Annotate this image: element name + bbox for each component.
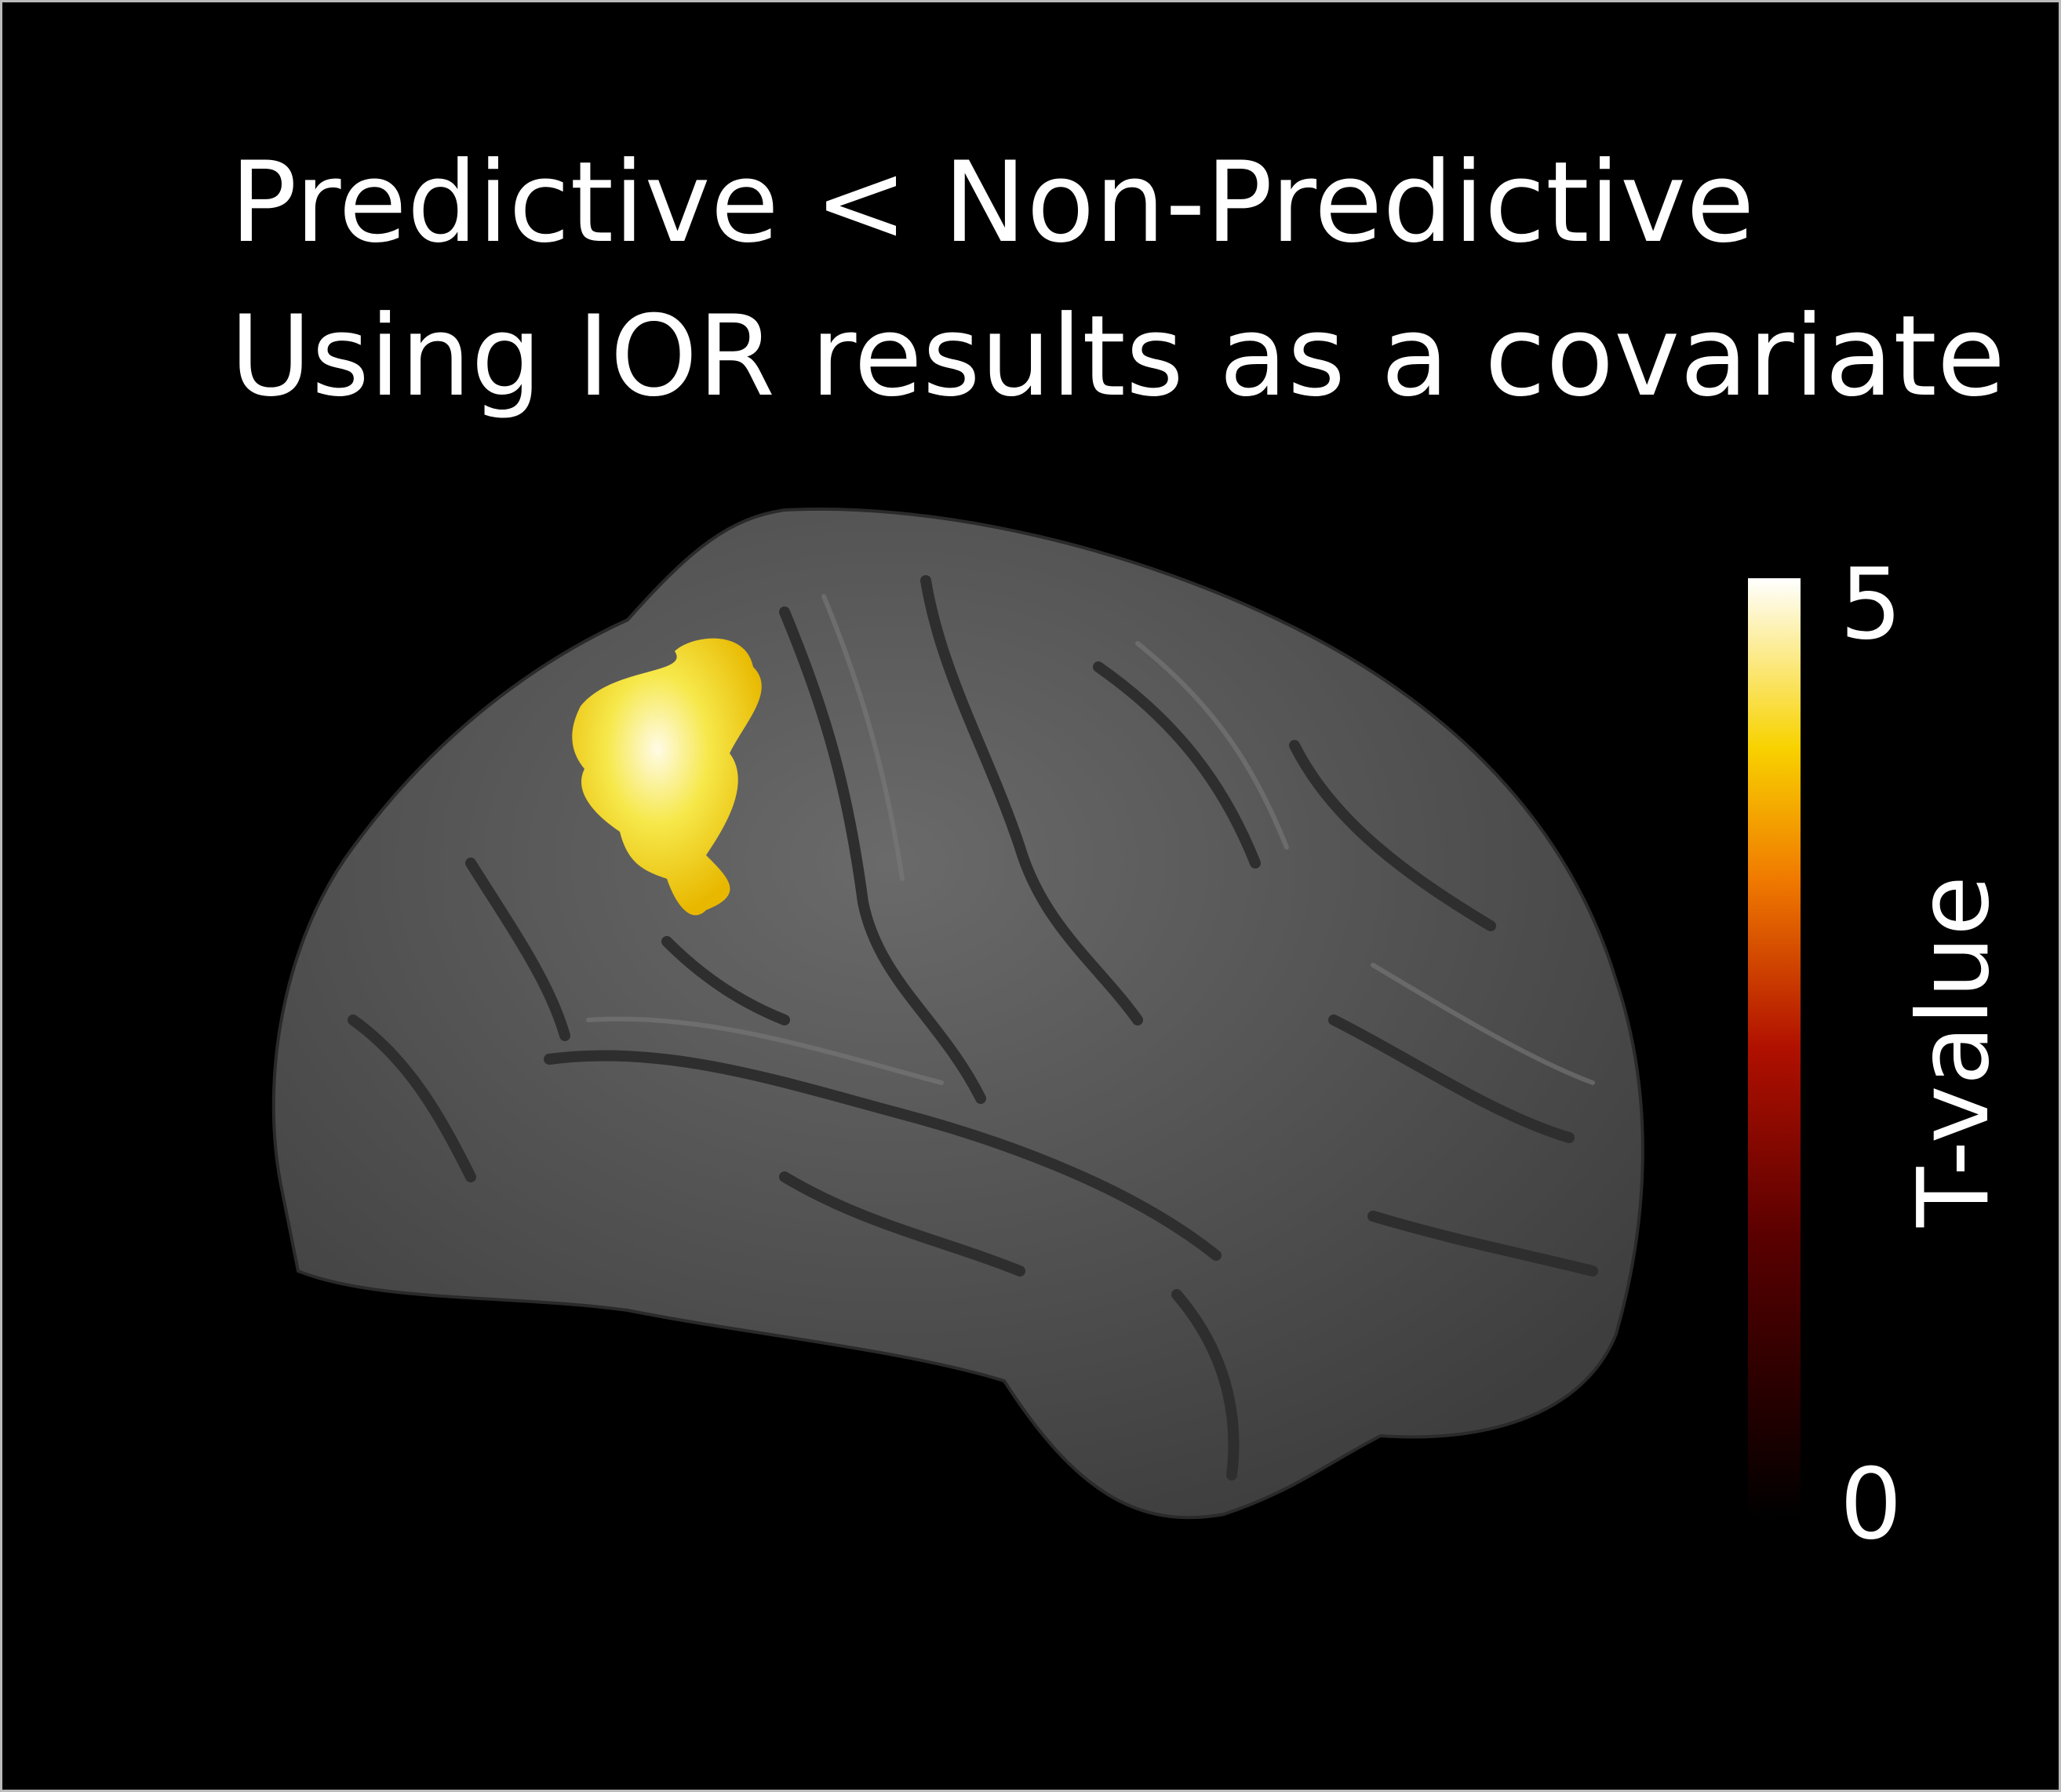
colorbar [1748, 578, 1801, 1518]
title-line-2: Using IOR results as a covariate [230, 292, 2005, 421]
colorbar-label: T-value [1897, 876, 2011, 1228]
brain [271, 507, 1644, 1520]
colorbar-tick-label: 5 [1840, 548, 1903, 661]
title-line-1: Predictive < Non-Predictive [230, 138, 1755, 268]
colorbar-tick-label: 0 [1840, 1448, 1903, 1561]
